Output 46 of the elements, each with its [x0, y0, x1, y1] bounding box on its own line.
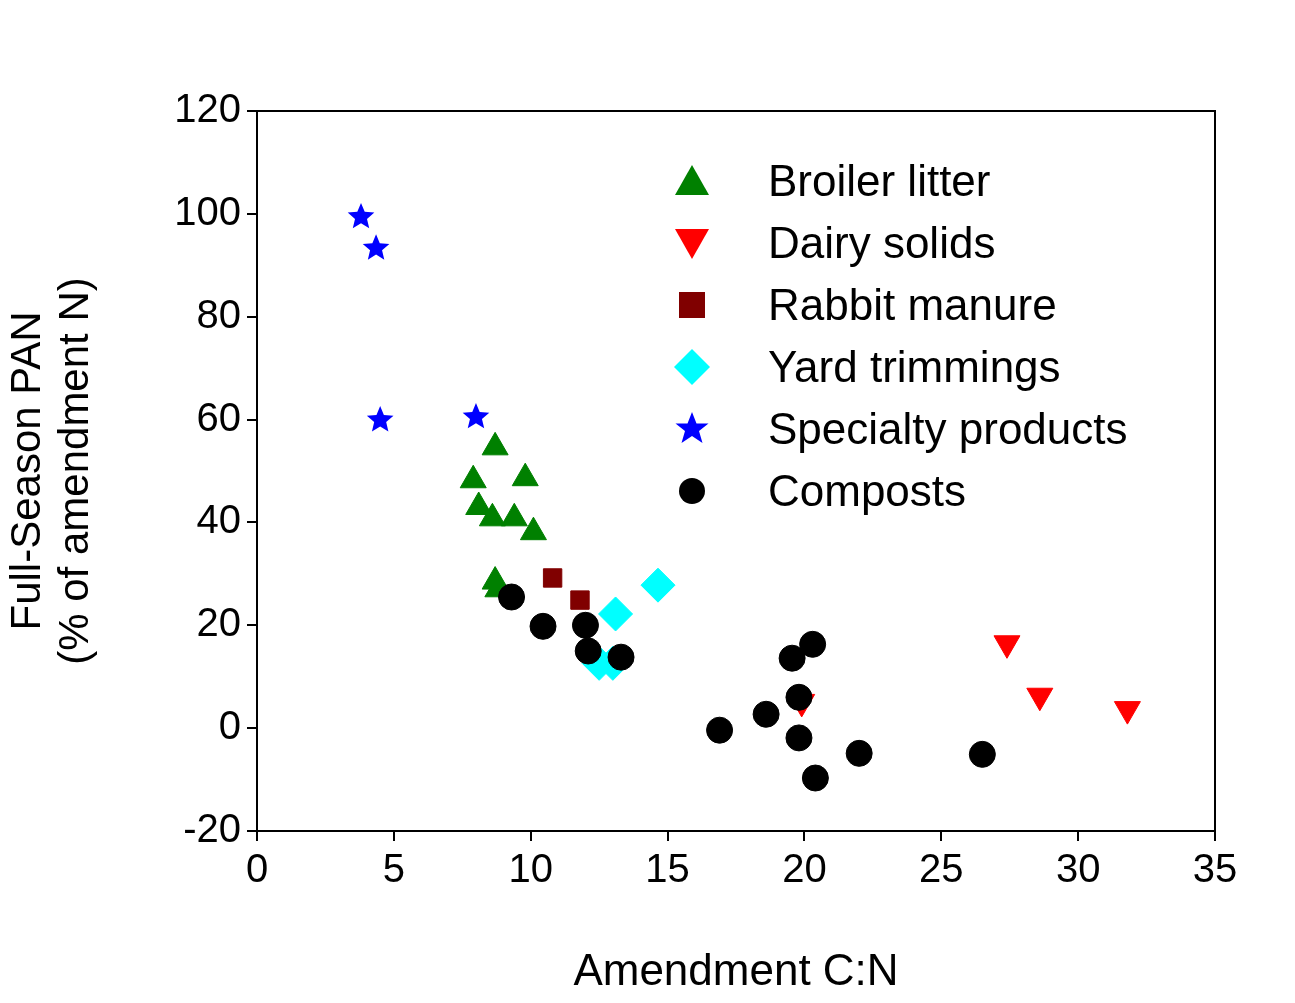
point — [778, 644, 806, 672]
legend-label: Specialty products — [768, 403, 1128, 455]
y-tick-label: 40 — [196, 497, 241, 542]
x-tick-label: 20 — [782, 846, 827, 891]
y-tick-label: -20 — [183, 806, 241, 851]
x-tick-label: 35 — [1192, 846, 1238, 891]
point — [542, 568, 563, 588]
point — [498, 583, 526, 611]
point — [347, 202, 375, 229]
x-tick-label: 25 — [919, 846, 964, 891]
point — [785, 683, 813, 711]
y-tick-label: 60 — [196, 394, 241, 439]
point — [845, 739, 873, 767]
y-tick-label: 0 — [218, 703, 241, 748]
y-tick-label: 100 — [174, 188, 241, 233]
point — [752, 700, 780, 728]
point — [574, 637, 602, 665]
y-tick-label: 80 — [196, 291, 241, 336]
y-axis-title: Full-Season PAN (% of amendment N) — [1, 277, 98, 665]
y-tick-label: 20 — [196, 600, 241, 645]
legend-label: Broiler litter — [768, 155, 991, 207]
point — [706, 716, 734, 744]
x-tick-label: 5 — [382, 846, 405, 891]
point — [598, 596, 634, 632]
point — [968, 740, 996, 768]
point — [571, 611, 599, 639]
point — [570, 590, 590, 610]
y-tick-label: 120 — [174, 86, 241, 131]
point — [529, 612, 557, 640]
point — [785, 724, 813, 752]
point — [462, 403, 490, 429]
x-axis-title: Amendment C:N — [573, 944, 899, 994]
point — [607, 643, 635, 671]
legend-label: Rabbit manure — [768, 279, 1057, 331]
x-tick-label: 30 — [1055, 846, 1101, 891]
x-tick-label: 10 — [508, 846, 553, 891]
point — [799, 630, 827, 658]
point — [366, 406, 394, 432]
legend-label: Dairy solids — [768, 217, 996, 269]
point — [640, 567, 676, 603]
x-tick-label: 15 — [645, 846, 690, 891]
point — [362, 234, 390, 260]
point — [801, 764, 829, 792]
x-tick-label: 0 — [245, 846, 269, 891]
legend-label: Composts — [768, 465, 967, 517]
legend-label: Yard trimmings — [768, 341, 1061, 393]
